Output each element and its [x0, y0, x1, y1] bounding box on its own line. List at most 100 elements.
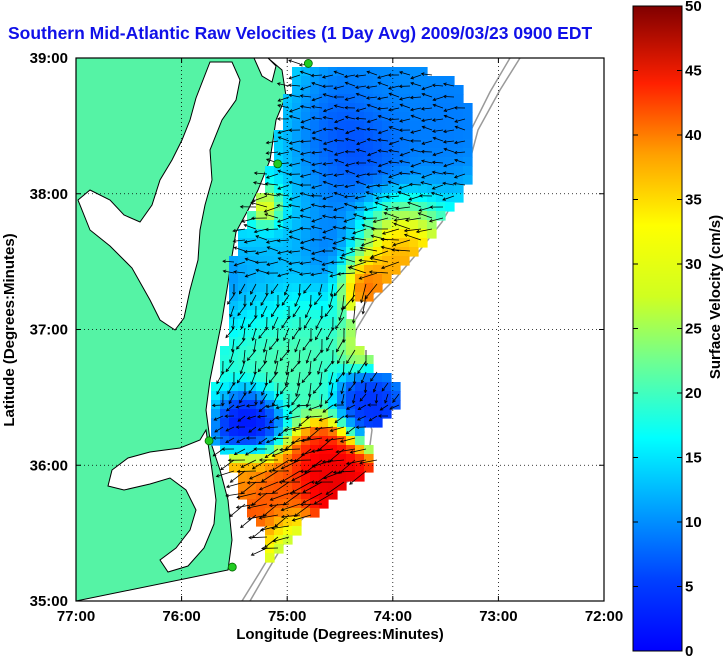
velocity-cell — [382, 76, 392, 86]
velocity-cell — [328, 238, 338, 248]
velocity-cell — [418, 202, 428, 212]
velocity-vector — [356, 107, 367, 112]
velocity-cell — [364, 184, 374, 194]
velocity-vector — [362, 294, 367, 314]
velocity-cell — [238, 409, 248, 419]
velocity-cell — [220, 418, 230, 428]
velocity-cell — [283, 436, 293, 446]
velocity-cell — [274, 454, 284, 464]
velocity-vector-head — [332, 225, 337, 230]
velocity-cell — [337, 265, 347, 275]
velocity-cell — [391, 112, 401, 122]
velocity-vector-head — [330, 260, 334, 265]
velocity-cell — [292, 76, 302, 86]
velocity-cell — [355, 292, 365, 302]
velocity-cell — [355, 265, 365, 275]
velocity-cell — [328, 364, 338, 374]
velocity-vector-head — [315, 325, 319, 330]
velocity-cell — [418, 130, 428, 140]
velocity-vector — [319, 371, 323, 386]
velocity-vector-head — [299, 240, 304, 245]
velocity-cell — [427, 229, 437, 239]
velocity-vector — [317, 360, 323, 375]
velocity-vector-head — [321, 236, 326, 240]
velocity-cell — [319, 310, 329, 320]
velocity-vector-head — [228, 400, 232, 405]
velocity-vector — [249, 536, 268, 539]
velocity-cell — [391, 175, 401, 185]
velocity-cell — [400, 229, 410, 239]
velocity-vector-head — [288, 458, 293, 463]
velocity-cell — [391, 94, 401, 104]
velocity-vector — [300, 206, 312, 212]
velocity-vector-head — [335, 449, 340, 454]
velocity-cell — [436, 103, 446, 113]
velocity-cell — [220, 364, 230, 374]
velocity-vector-head — [328, 304, 332, 309]
velocity-vector — [311, 162, 323, 166]
velocity-vector — [361, 239, 378, 246]
velocity-cell — [283, 454, 293, 464]
velocity-cell — [409, 247, 419, 257]
velocity-cell — [391, 148, 401, 158]
velocity-vector-head — [298, 63, 303, 67]
velocity-vector — [322, 236, 334, 241]
velocity-vector — [333, 283, 345, 296]
velocity-vector-head — [366, 70, 371, 75]
velocity-vector — [330, 382, 334, 396]
velocity-cell — [247, 409, 257, 419]
velocity-vector-head — [273, 360, 278, 365]
velocity-cell — [391, 166, 401, 176]
velocity-cell — [355, 391, 365, 401]
velocity-cell — [247, 337, 257, 347]
velocity-cell — [328, 256, 338, 266]
velocity-vector — [407, 202, 422, 208]
velocity-vector-head — [277, 273, 281, 278]
velocity-cell — [364, 355, 374, 365]
velocity-vector-head — [221, 371, 225, 375]
velocity-vector — [216, 382, 224, 395]
velocity-vector — [362, 224, 378, 230]
velocity-vector — [233, 239, 246, 242]
velocity-vector — [410, 96, 422, 99]
velocity-vector-head — [266, 425, 271, 430]
velocity-cell — [283, 121, 293, 131]
velocity-vector — [237, 371, 246, 383]
velocity-vector-head — [300, 151, 304, 156]
velocity-vector-head — [284, 382, 288, 387]
velocity-vector-head — [347, 266, 352, 270]
velocity-vector — [261, 470, 279, 482]
velocity-cell — [310, 337, 320, 347]
velocity-vector-head — [292, 427, 297, 432]
velocity-vector-head — [300, 125, 305, 130]
velocity-vector-head — [344, 163, 349, 167]
velocity-cell — [229, 454, 239, 464]
velocity-vector — [266, 151, 279, 154]
velocity-vector-head — [276, 82, 281, 86]
velocity-vector — [349, 261, 367, 268]
velocity-vector — [375, 202, 389, 208]
velocity-cell — [436, 76, 446, 86]
velocity-vector-head — [322, 230, 327, 234]
velocity-cell — [310, 328, 320, 338]
velocity-cell — [274, 391, 284, 401]
velocity-cell — [346, 94, 356, 104]
velocity-vector — [432, 84, 444, 87]
velocity-vector — [342, 237, 356, 241]
velocity-cell — [337, 139, 347, 149]
velocity-vector-head — [279, 357, 284, 362]
velocity-cell — [319, 400, 329, 410]
velocity-vector — [312, 96, 323, 101]
velocity-vector-head — [297, 360, 301, 365]
velocity-cell — [382, 175, 392, 185]
velocity-cell — [373, 103, 383, 113]
colorbar-tick-label: 35 — [685, 192, 702, 209]
velocity-cell — [265, 247, 275, 257]
velocity-cell — [373, 220, 383, 230]
velocity-vector-head — [279, 447, 283, 452]
velocity-vector-head — [232, 228, 237, 233]
velocity-cell — [364, 373, 374, 383]
velocity-cell — [274, 517, 284, 527]
velocity-vector-head — [443, 82, 447, 86]
velocity-vector-head — [329, 428, 334, 433]
